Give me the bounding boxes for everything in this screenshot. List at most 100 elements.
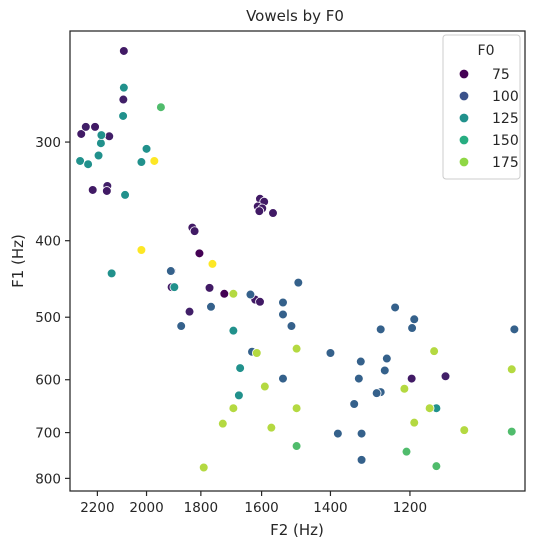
data-point <box>189 226 200 236</box>
data-point <box>83 159 93 169</box>
legend-label: 100 <box>492 89 519 105</box>
data-point <box>291 403 302 414</box>
data-point <box>251 348 262 358</box>
y-tick-label: 800 <box>35 471 61 487</box>
data-point <box>440 371 451 382</box>
data-point <box>399 383 410 394</box>
legend-title: F0 <box>478 43 495 59</box>
data-point <box>506 426 517 437</box>
data-point <box>356 455 367 465</box>
data-point <box>80 122 91 132</box>
data-point <box>509 324 520 335</box>
legend-marker <box>458 90 470 102</box>
data-point <box>356 428 367 439</box>
data-point <box>409 417 420 428</box>
data-point <box>156 102 166 112</box>
data-point <box>136 157 147 167</box>
data-point <box>75 156 85 166</box>
y-tick-label: 300 <box>35 135 61 151</box>
data-point <box>169 282 180 292</box>
data-point <box>118 111 128 121</box>
data-point <box>198 462 209 473</box>
data-point <box>382 353 392 364</box>
data-point <box>219 289 230 299</box>
data-point <box>141 144 152 154</box>
data-point <box>390 302 400 313</box>
data-point <box>355 356 366 367</box>
legend-label: 150 <box>492 133 519 149</box>
data-point <box>406 373 417 384</box>
legend-marker <box>458 156 470 168</box>
data-point <box>206 301 216 312</box>
data-point <box>278 373 288 384</box>
data-point <box>371 388 382 398</box>
y-tick-label: 700 <box>35 426 61 442</box>
data-point <box>76 129 87 139</box>
data-point <box>459 425 470 435</box>
plot-frame <box>69 30 526 492</box>
data-point <box>204 283 215 293</box>
data-point <box>90 122 100 132</box>
data-point <box>409 314 420 325</box>
chart-title: Vowels by F0 <box>246 7 344 25</box>
x-tick-label: 1800 <box>184 500 218 516</box>
x-tick-label: 1400 <box>313 500 347 516</box>
data-point <box>87 185 98 195</box>
data-point <box>119 46 129 56</box>
data-point <box>228 403 239 414</box>
data-point <box>194 248 205 259</box>
data-point <box>401 446 412 457</box>
data-point <box>407 323 417 333</box>
data-point <box>278 297 288 308</box>
data-point <box>375 324 386 335</box>
legend-marker <box>458 112 470 124</box>
legend: F0 75 100 125 150 175 <box>442 34 521 180</box>
data-point <box>176 321 186 331</box>
y-tick-label: 400 <box>35 234 61 250</box>
data-point <box>228 289 239 299</box>
data-point <box>218 418 228 429</box>
data-point <box>286 321 297 331</box>
y-tick-label: 600 <box>35 373 61 389</box>
x-axis-label: F2 (Hz) <box>270 521 324 539</box>
y-axis-label: F1 (Hz) <box>9 234 27 288</box>
x-tick-label: 1200 <box>393 500 427 516</box>
data-point <box>266 422 277 433</box>
data-point <box>96 130 107 140</box>
data-point <box>235 363 245 373</box>
data-point <box>184 306 195 317</box>
data-point <box>254 206 265 216</box>
x-tick-label: 2200 <box>80 500 114 516</box>
data-point <box>234 390 244 401</box>
data-point <box>506 364 517 375</box>
data-point <box>120 190 130 200</box>
data-point <box>228 325 239 336</box>
data-points <box>75 46 520 473</box>
data-point <box>354 373 364 384</box>
data-point <box>166 266 176 276</box>
data-point <box>424 403 435 414</box>
data-point <box>291 441 302 451</box>
data-point <box>260 381 270 392</box>
data-point <box>102 186 112 196</box>
data-point <box>106 268 117 279</box>
data-point <box>207 259 218 269</box>
data-point <box>293 277 304 288</box>
data-point <box>349 399 359 409</box>
data-point <box>255 296 265 307</box>
legend-marker <box>458 134 470 146</box>
axis-ticks: 2200 2000 1800 1600 1400 1200 300 400 500 600 700 8… <box>35 135 427 516</box>
data-point <box>431 461 442 471</box>
data-point <box>278 309 288 320</box>
data-point <box>96 138 106 148</box>
data-point <box>291 343 302 354</box>
data-point <box>379 365 390 376</box>
legend-label: 125 <box>492 111 519 127</box>
data-point <box>104 131 115 142</box>
data-point <box>118 94 129 105</box>
data-point <box>245 289 256 300</box>
x-tick-label: 2000 <box>129 500 163 516</box>
data-point <box>325 348 336 358</box>
